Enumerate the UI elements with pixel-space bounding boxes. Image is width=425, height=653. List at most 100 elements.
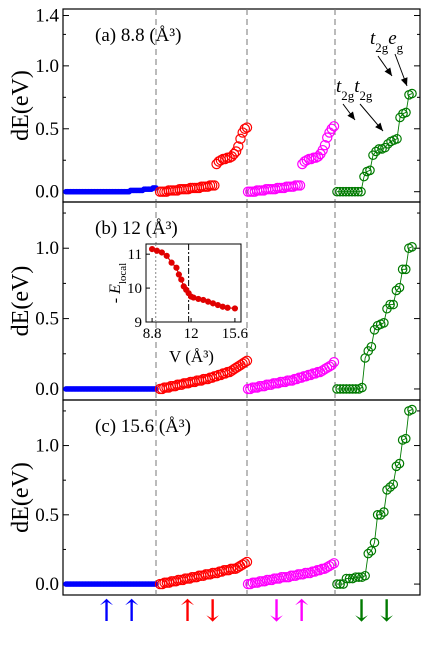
data-point	[407, 88, 417, 99]
data-point	[310, 368, 321, 379]
data-point	[344, 384, 355, 394]
spin-label-up-up: ↑↑	[93, 594, 145, 629]
data-point	[191, 571, 202, 583]
data-point	[344, 186, 354, 197]
inset-data-point	[163, 252, 170, 259]
data-point	[332, 384, 342, 394]
data-point	[297, 569, 309, 580]
inset-y-tick-label: 9	[135, 315, 143, 331]
data-point	[374, 144, 384, 154]
data-point	[163, 577, 175, 588]
data-point	[235, 133, 246, 145]
data-point	[335, 186, 345, 197]
spin-label-down-down: ↓↓	[348, 594, 400, 629]
panel-label: (c) 15.6 (Å³)	[95, 416, 191, 437]
data-point	[372, 510, 383, 520]
data-point	[400, 264, 411, 275]
annotation-arrowhead	[375, 122, 383, 131]
inset-data-point	[224, 304, 231, 311]
data-point	[326, 559, 337, 570]
data-point	[220, 368, 231, 379]
data-point	[365, 165, 375, 176]
panel-label: (a) 8.8 (Å³)	[95, 25, 181, 46]
panel-label: (b) 12 (Å³)	[95, 218, 178, 239]
data-point	[245, 578, 256, 590]
spin-label-up-down: ↑↓	[174, 594, 226, 629]
data-point	[291, 373, 303, 385]
data-point	[319, 139, 331, 151]
data-point	[239, 357, 251, 368]
data-point	[394, 282, 405, 293]
annotation-arrowhead	[400, 77, 408, 86]
data-point	[294, 180, 306, 191]
data-point	[335, 579, 345, 589]
data-point	[359, 171, 369, 182]
inset-y-axis-title: - Elocal	[107, 263, 129, 304]
data-point	[341, 186, 351, 197]
data-point	[391, 285, 402, 296]
data-point	[241, 355, 253, 367]
inset-x-tick-label: 15.6	[222, 326, 249, 342]
inset-data-point	[173, 264, 180, 271]
y-tick-label: 0.5	[35, 119, 59, 140]
data-point	[347, 186, 357, 197]
data-point	[205, 569, 216, 580]
data-point	[328, 558, 340, 569]
y-tick-label: 0.5	[35, 505, 59, 526]
data-point	[228, 148, 240, 160]
data-point	[233, 141, 244, 152]
data-point	[306, 153, 317, 165]
data-point	[385, 299, 395, 310]
data-point	[328, 357, 340, 368]
data-point	[326, 123, 337, 134]
data-point	[397, 264, 408, 275]
inset-x-tick-label: 12	[184, 326, 199, 342]
data-point	[407, 404, 417, 415]
data-point	[283, 571, 294, 583]
data-point	[252, 382, 263, 393]
y-axis-title: dE(eV)	[8, 70, 34, 141]
y-tick-label: 0.5	[35, 309, 59, 330]
inset-y-tick-label: 10	[127, 281, 142, 297]
y-axis-title: dE(eV)	[8, 462, 34, 533]
data-point	[202, 181, 214, 192]
data-point	[341, 573, 352, 584]
data-point	[266, 574, 278, 586]
data-point	[259, 380, 270, 392]
data-point	[407, 242, 417, 252]
data-point	[347, 384, 358, 394]
data-point	[239, 558, 250, 569]
data-point	[388, 299, 399, 310]
inset-y-tick-label: 11	[128, 247, 142, 263]
data-point	[394, 458, 405, 469]
spin-label-down-up: ↓↑	[263, 594, 315, 629]
data-point	[338, 579, 349, 589]
y-tick-label: 1.4	[35, 6, 59, 27]
data-point	[322, 132, 333, 143]
data-point	[371, 146, 381, 157]
data-point	[170, 576, 182, 587]
data-point	[350, 572, 361, 582]
data-point	[332, 186, 342, 197]
data-point	[332, 579, 342, 589]
data-point	[382, 485, 392, 495]
data-point	[198, 570, 209, 581]
data-point	[252, 577, 263, 588]
data-point	[241, 556, 253, 568]
series-line	[337, 246, 413, 390]
data-point	[385, 482, 395, 492]
data-point	[212, 567, 223, 579]
data-point	[288, 181, 299, 192]
data-point	[363, 548, 374, 559]
data-point	[338, 384, 349, 394]
y-tick-label: 1.0	[35, 436, 59, 457]
data-point	[357, 382, 367, 393]
data-point	[216, 566, 228, 577]
series-line	[337, 93, 413, 193]
inset-x-tick-label: 8.8	[143, 326, 162, 342]
data-point	[366, 341, 377, 352]
data-point	[286, 375, 298, 386]
y-axis-title: dE(eV)	[8, 266, 34, 337]
data-point	[245, 383, 256, 395]
